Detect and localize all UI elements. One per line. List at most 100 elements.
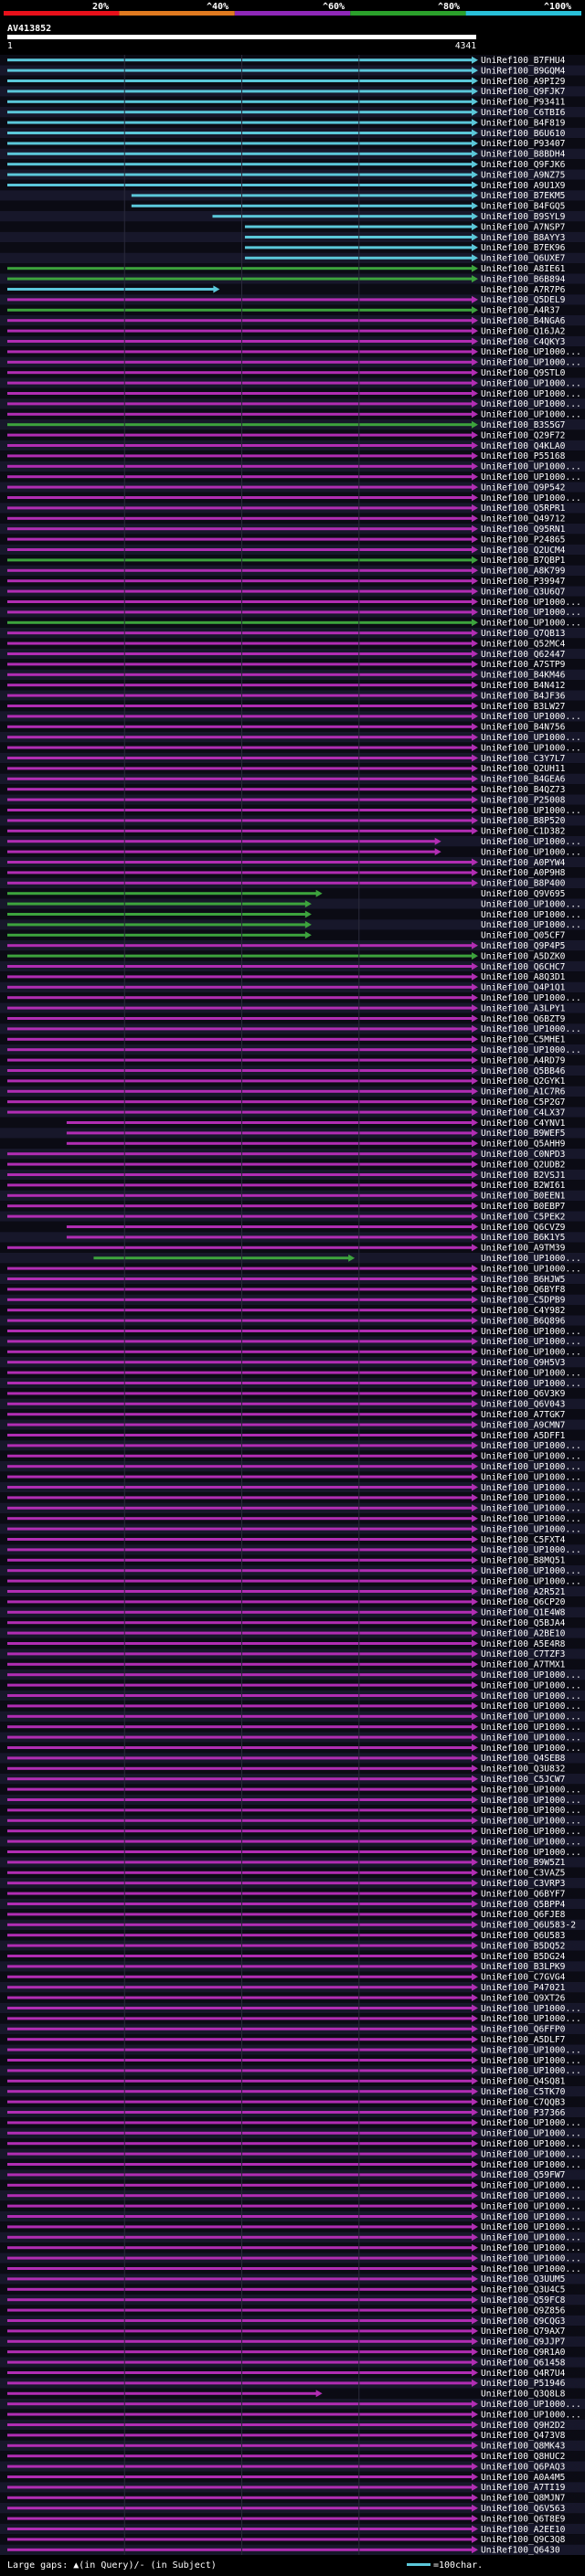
- hit-label[interactable]: UniRef100_C5MHE1: [481, 1035, 566, 1045]
- hit-row[interactable]: UniRef100_UP1000...: [0, 1784, 585, 1795]
- hit-label[interactable]: UniRef100_UP1000...: [481, 2222, 581, 2232]
- hit-label[interactable]: UniRef100_UP1000...: [481, 619, 581, 629]
- hit-label[interactable]: UniRef100_B0EEN1: [481, 1192, 566, 1202]
- hit-alignment-bar[interactable]: [7, 319, 473, 323]
- hit-label[interactable]: UniRef100_Q59FC8: [481, 2295, 566, 2306]
- hit-row[interactable]: UniRef100_A9NZ75: [0, 169, 585, 180]
- hit-row[interactable]: UniRef100_B9W5Z1: [0, 1857, 585, 1868]
- hit-row[interactable]: UniRef100_B3LPK9: [0, 1961, 585, 1972]
- hit-alignment-bar[interactable]: [7, 1361, 473, 1364]
- hit-alignment-bar[interactable]: [7, 1079, 473, 1083]
- hit-row[interactable]: UniRef100_C4LX37: [0, 1107, 585, 1118]
- hit-label[interactable]: UniRef100_A7NSP7: [481, 222, 566, 232]
- hit-label[interactable]: UniRef100_B4GEA6: [481, 775, 566, 785]
- hit-alignment-bar[interactable]: [7, 100, 473, 103]
- hit-label[interactable]: UniRef100_A9NZ75: [481, 170, 565, 180]
- hit-label[interactable]: UniRef100_UP1000...: [481, 2160, 581, 2170]
- hit-alignment-bar[interactable]: [7, 757, 473, 759]
- hit-alignment-bar[interactable]: [7, 725, 473, 728]
- hit-label[interactable]: UniRef100_UP1000...: [481, 2264, 581, 2274]
- hit-row[interactable]: UniRef100_A5DLF7: [0, 2034, 585, 2045]
- hit-label[interactable]: UniRef100_UP1000...: [481, 743, 581, 753]
- hit-label[interactable]: UniRef100_C3Y7L7: [481, 754, 566, 764]
- hit-label[interactable]: UniRef100_B3LPK9: [481, 1962, 566, 1972]
- hit-row[interactable]: UniRef100_UP1000...: [0, 1742, 585, 1754]
- hit-row[interactable]: UniRef100_UP1000...: [0, 1253, 585, 1264]
- hit-label[interactable]: UniRef100_Q6FJE8: [481, 1910, 566, 1920]
- hit-alignment-bar[interactable]: [7, 2204, 473, 2208]
- hit-label[interactable]: UniRef100_UP1000...: [481, 806, 581, 816]
- hit-label[interactable]: UniRef100_B3LW27: [481, 702, 566, 712]
- hit-row[interactable]: UniRef100_Q7QB13: [0, 628, 585, 639]
- hit-alignment-bar[interactable]: [7, 2381, 473, 2385]
- hit-row[interactable]: UniRef100_C3VAZ5: [0, 1867, 585, 1879]
- hit-alignment-bar[interactable]: [7, 2486, 473, 2489]
- hit-row[interactable]: UniRef100_Q4KLA0: [0, 440, 585, 451]
- hit-alignment-bar[interactable]: [7, 1454, 473, 1458]
- hit-alignment-bar[interactable]: [66, 1235, 473, 1239]
- hit-row[interactable]: UniRef100_A9CMN7: [0, 1419, 585, 1430]
- hit-label[interactable]: UniRef100_Q9Z856: [481, 2306, 566, 2316]
- hit-label[interactable]: UniRef100_UP1000...: [481, 712, 581, 722]
- hit-label[interactable]: UniRef100_A9PI29: [481, 77, 566, 87]
- hit-label[interactable]: UniRef100_Q4KLA0: [481, 441, 566, 451]
- hit-row[interactable]: UniRef100_UP1000...: [0, 1481, 585, 1493]
- hit-label[interactable]: UniRef100_B6K1Y5: [481, 1233, 565, 1243]
- hit-label[interactable]: UniRef100_Q4SQ81: [481, 2077, 566, 2087]
- hit-alignment-bar[interactable]: [66, 1131, 473, 1135]
- hit-alignment-bar[interactable]: [7, 558, 473, 562]
- hit-label[interactable]: UniRef100_B8P400: [481, 879, 566, 889]
- hit-row[interactable]: UniRef100_C5P2G7: [0, 1097, 585, 1108]
- hit-label[interactable]: UniRef100_P93407: [481, 139, 566, 149]
- hit-row[interactable]: UniRef100_UP1000...: [0, 711, 585, 722]
- hit-alignment-bar[interactable]: [7, 736, 473, 739]
- hit-row[interactable]: UniRef100_UP1000...: [0, 1471, 585, 1482]
- hit-label[interactable]: UniRef100_Q3Q8L8: [481, 2390, 566, 2400]
- hit-row[interactable]: UniRef100_B0EEN1: [0, 1190, 585, 1202]
- hit-alignment-bar[interactable]: [7, 80, 473, 82]
- hit-row[interactable]: UniRef100_B4N756: [0, 721, 585, 733]
- hit-alignment-bar[interactable]: [7, 902, 306, 906]
- hit-label[interactable]: UniRef100_B6HJW5: [481, 1275, 565, 1285]
- hit-alignment-bar[interactable]: [7, 2069, 473, 2072]
- hit-row[interactable]: UniRef100_UP1000...: [0, 1680, 585, 1691]
- hit-alignment-bar[interactable]: [7, 610, 473, 614]
- hit-label[interactable]: UniRef100_B4JF36: [481, 691, 566, 701]
- hit-row[interactable]: UniRef100_UP1000...: [0, 908, 585, 920]
- hit-row[interactable]: UniRef100_UP1000...: [0, 2117, 585, 2128]
- hit-alignment-bar[interactable]: [7, 412, 473, 416]
- hit-label[interactable]: UniRef100_Q6FFP0: [481, 2025, 566, 2035]
- hit-row[interactable]: UniRef100_Q8MJN7: [0, 2492, 585, 2504]
- hit-row[interactable]: UniRef100_UP1000...: [0, 2002, 585, 2014]
- hit-row[interactable]: UniRef100_Q6BYF8: [0, 1284, 585, 1295]
- hit-row[interactable]: UniRef100_UP1000...: [0, 1690, 585, 1701]
- hit-alignment-bar[interactable]: [7, 2267, 473, 2270]
- hit-label[interactable]: UniRef100_B4F819: [481, 118, 566, 128]
- hit-alignment-bar[interactable]: [7, 2412, 473, 2416]
- hit-alignment-bar[interactable]: [7, 2090, 473, 2094]
- hit-alignment-bar[interactable]: [7, 1486, 473, 1489]
- hit-alignment-bar[interactable]: [7, 2298, 473, 2302]
- hit-row[interactable]: UniRef100_Q6430: [0, 2544, 585, 2556]
- hit-row[interactable]: UniRef100_UP1000...: [0, 2158, 585, 2170]
- hit-alignment-bar[interactable]: [7, 933, 306, 937]
- hit-row[interactable]: UniRef100_A7STP9: [0, 659, 585, 670]
- hit-alignment-bar[interactable]: [7, 1496, 473, 1500]
- hit-row[interactable]: UniRef100_B3S5G7: [0, 419, 585, 430]
- hit-row[interactable]: UniRef100_UP1000...: [0, 1492, 585, 1503]
- hit-row[interactable]: UniRef100_UP1000...: [0, 398, 585, 409]
- hit-row[interactable]: UniRef100_P39947: [0, 576, 585, 587]
- hit-row[interactable]: UniRef100_UP1000...: [0, 732, 585, 743]
- hit-label[interactable]: UniRef100_UP1000...: [481, 1337, 581, 1347]
- hit-alignment-bar[interactable]: [7, 1298, 473, 1301]
- hit-label[interactable]: UniRef100_B2VSJ1: [481, 1171, 566, 1181]
- hit-label[interactable]: UniRef100_UP1000...: [481, 2243, 581, 2253]
- hit-row[interactable]: UniRef100_Q59FW7: [0, 2169, 585, 2180]
- hit-row[interactable]: UniRef100_UP1000...: [0, 2210, 585, 2222]
- hit-label[interactable]: UniRef100_Q9H5V3: [481, 1358, 566, 1368]
- hit-alignment-bar[interactable]: [7, 2038, 473, 2041]
- hit-label[interactable]: UniRef100_UP1000...: [481, 410, 581, 420]
- hit-row[interactable]: UniRef100_Q3U832: [0, 1763, 585, 1775]
- hit-row[interactable]: UniRef100_UP1000...: [0, 742, 585, 753]
- hit-row[interactable]: UniRef100_C3VRP3: [0, 1878, 585, 1889]
